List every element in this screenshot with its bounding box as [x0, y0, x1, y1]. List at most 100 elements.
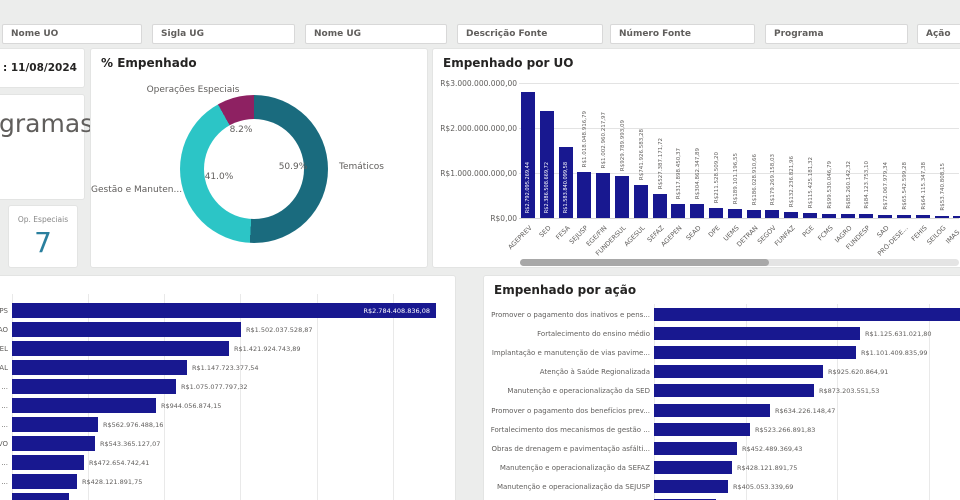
row-bar[interactable] [654, 460, 732, 474]
row-bar[interactable] [12, 398, 156, 413]
uo-bar-value: R$65.542.599,28 [902, 162, 908, 210]
uo-bar-EGE/FIN[interactable] [596, 173, 610, 218]
row-bar[interactable] [12, 493, 69, 500]
uo-bar-FESA[interactable] [559, 147, 573, 218]
bottom-left-bar-plot: PS R$2.784.408.836,08 ÃO R$1.502.037.528,87… [0, 276, 455, 500]
gridline [745, 304, 747, 500]
gridline [164, 294, 166, 500]
filter-nome-uo[interactable]: Nome UO [2, 24, 142, 44]
empenhado-por-uo-plot: R$0,00 R$1.000.000.000,00 R$2.000.000.000,… [433, 49, 960, 267]
gridline [240, 294, 242, 500]
row-bar[interactable] [12, 341, 229, 356]
row-bar[interactable] [654, 346, 856, 360]
row-bar[interactable] [12, 436, 95, 451]
filter-label: Ação [926, 29, 951, 39]
uo-bar-IMAS...[interactable] [953, 216, 960, 218]
uo-bar-SEGOV[interactable] [765, 210, 779, 218]
row-bar[interactable] [654, 327, 860, 341]
uo-scrollbar-thumb[interactable] [520, 259, 769, 266]
filter-a-o[interactable]: Ação [917, 24, 960, 44]
uo-bar-value: R$211.528.509,20 [714, 151, 720, 203]
row-bar[interactable] [12, 379, 176, 394]
row-bar[interactable] [654, 403, 770, 417]
row-value: R$1.075.077.797,32 [181, 383, 248, 391]
uo-bar-FUNDESP[interactable] [859, 214, 873, 218]
uo-bar-PRÓ-DESE...[interactable] [897, 215, 911, 218]
uo-bar-PGE[interactable] [803, 213, 817, 218]
row-bar[interactable] [654, 422, 750, 436]
row-bar[interactable] [654, 308, 960, 321]
uo-bar-IAGRO[interactable] [841, 214, 855, 218]
row-value: R$523.266.891,83 [755, 425, 816, 434]
uo-bar-value: R$304.862.347,89 [695, 147, 701, 199]
row-label: ... [1, 478, 8, 486]
uo-bar-UEMS[interactable] [728, 209, 742, 218]
pct-empenhado-title: % Empenhado [101, 56, 197, 70]
uo-bar-FEHIS[interactable] [916, 215, 930, 218]
filter-nome-ug[interactable]: Nome UG [305, 24, 447, 44]
uo-bar-SEFAZ[interactable] [653, 194, 667, 218]
row-bar[interactable] [654, 365, 823, 379]
gridline [519, 83, 959, 84]
filter-label: Programa [774, 29, 824, 39]
row-bar[interactable] [654, 441, 737, 455]
filter-label: Descrição Fonte [466, 29, 548, 39]
uo-bar-AGEPREV[interactable] [521, 92, 535, 218]
row-label: VO [0, 440, 8, 448]
row-bar[interactable] [12, 303, 436, 318]
uo-bar-FUNFAZ[interactable] [784, 212, 798, 218]
uo-bar-SAD[interactable] [878, 215, 892, 218]
filter-programa[interactable]: Programa [765, 24, 908, 44]
uo-bar-DPE[interactable] [709, 208, 723, 218]
filter-sigla-ug[interactable]: Sigla UG [152, 24, 295, 44]
uo-bar-FUNDERSUL[interactable] [615, 176, 629, 218]
uo-bar-SEJUSP[interactable] [577, 172, 591, 218]
row-label: … [0, 497, 8, 500]
uo-bar-SEAD[interactable] [690, 204, 704, 218]
filter-descri-o-fonte[interactable]: Descrição Fonte [457, 24, 603, 44]
row-label: Fortalecimento do ensino médio [537, 330, 650, 339]
filter-label: Sigla UG [161, 29, 204, 39]
uo-bar-AGEPEN[interactable] [671, 204, 685, 218]
bottom-left-bar-card: PS R$2.784.408.836,08 ÃO R$1.502.037.528,87… [0, 275, 456, 500]
op-especiais-label: Op. Especiais [17, 215, 69, 224]
uo-bar-AGESUL[interactable] [634, 185, 648, 218]
row-bar[interactable] [12, 417, 98, 432]
uo-bar-value: R$527.387.171,72 [658, 137, 664, 189]
row-label: Atenção à Saúde Regionalizada [539, 368, 650, 377]
empenhado-por-uo-title: Empenhado por UO [443, 56, 574, 70]
uo-bar-value: R$2.386.508.669,72 [544, 161, 550, 213]
slice-pct-gestao: 41.0% [204, 172, 234, 182]
row-value: R$1.421.924.743,89 [234, 345, 301, 353]
row-bar[interactable] [12, 474, 77, 489]
empenhado-por-acao-title: Empenhado por ação [494, 283, 637, 297]
slice-label-operacoes-especiais: Operações Especiais [146, 85, 240, 95]
slice-label-tematicos: Temáticos [339, 162, 384, 172]
uo-bar-SEILOG[interactable] [935, 216, 949, 218]
row-bar[interactable] [654, 384, 814, 398]
updated-date-text: : 11/08/2024 [3, 62, 77, 74]
uo-bar-value: R$929.789.993,09 [620, 119, 626, 171]
row-label: PS [0, 307, 8, 315]
uo-bar-FCMS[interactable] [822, 214, 836, 218]
uo-bar-SED[interactable] [540, 111, 554, 218]
row-value: R$1.147.723.377,54 [192, 364, 259, 372]
row-bar[interactable] [654, 479, 728, 493]
empenhado-por-acao-plot: Promover o pagamento dos inativos e pens… [484, 276, 960, 500]
row-bar[interactable] [12, 455, 84, 470]
op-especiais-value: 7 [34, 226, 52, 259]
row-bar[interactable] [12, 360, 187, 375]
uo-bar-DETRAN[interactable] [747, 210, 761, 218]
uo-bar-value: R$84.123.753,10 [864, 161, 870, 209]
gridline [928, 304, 930, 500]
gridline [837, 304, 838, 500]
row-value: R$452.489.369,43 [742, 444, 803, 453]
y-axis-tick: R$1.000.000.000,00 [440, 169, 517, 178]
row-value: R$873.203.551,53 [819, 387, 880, 396]
row-bar[interactable] [12, 322, 241, 337]
y-axis-tick: R$0,00 [490, 214, 517, 223]
updated-date-card: : 11/08/2024 [0, 48, 85, 88]
filter-n-mero-fonte[interactable]: Número Fonte [610, 24, 755, 44]
uo-bar-value: R$64.115.347,38 [921, 162, 927, 210]
